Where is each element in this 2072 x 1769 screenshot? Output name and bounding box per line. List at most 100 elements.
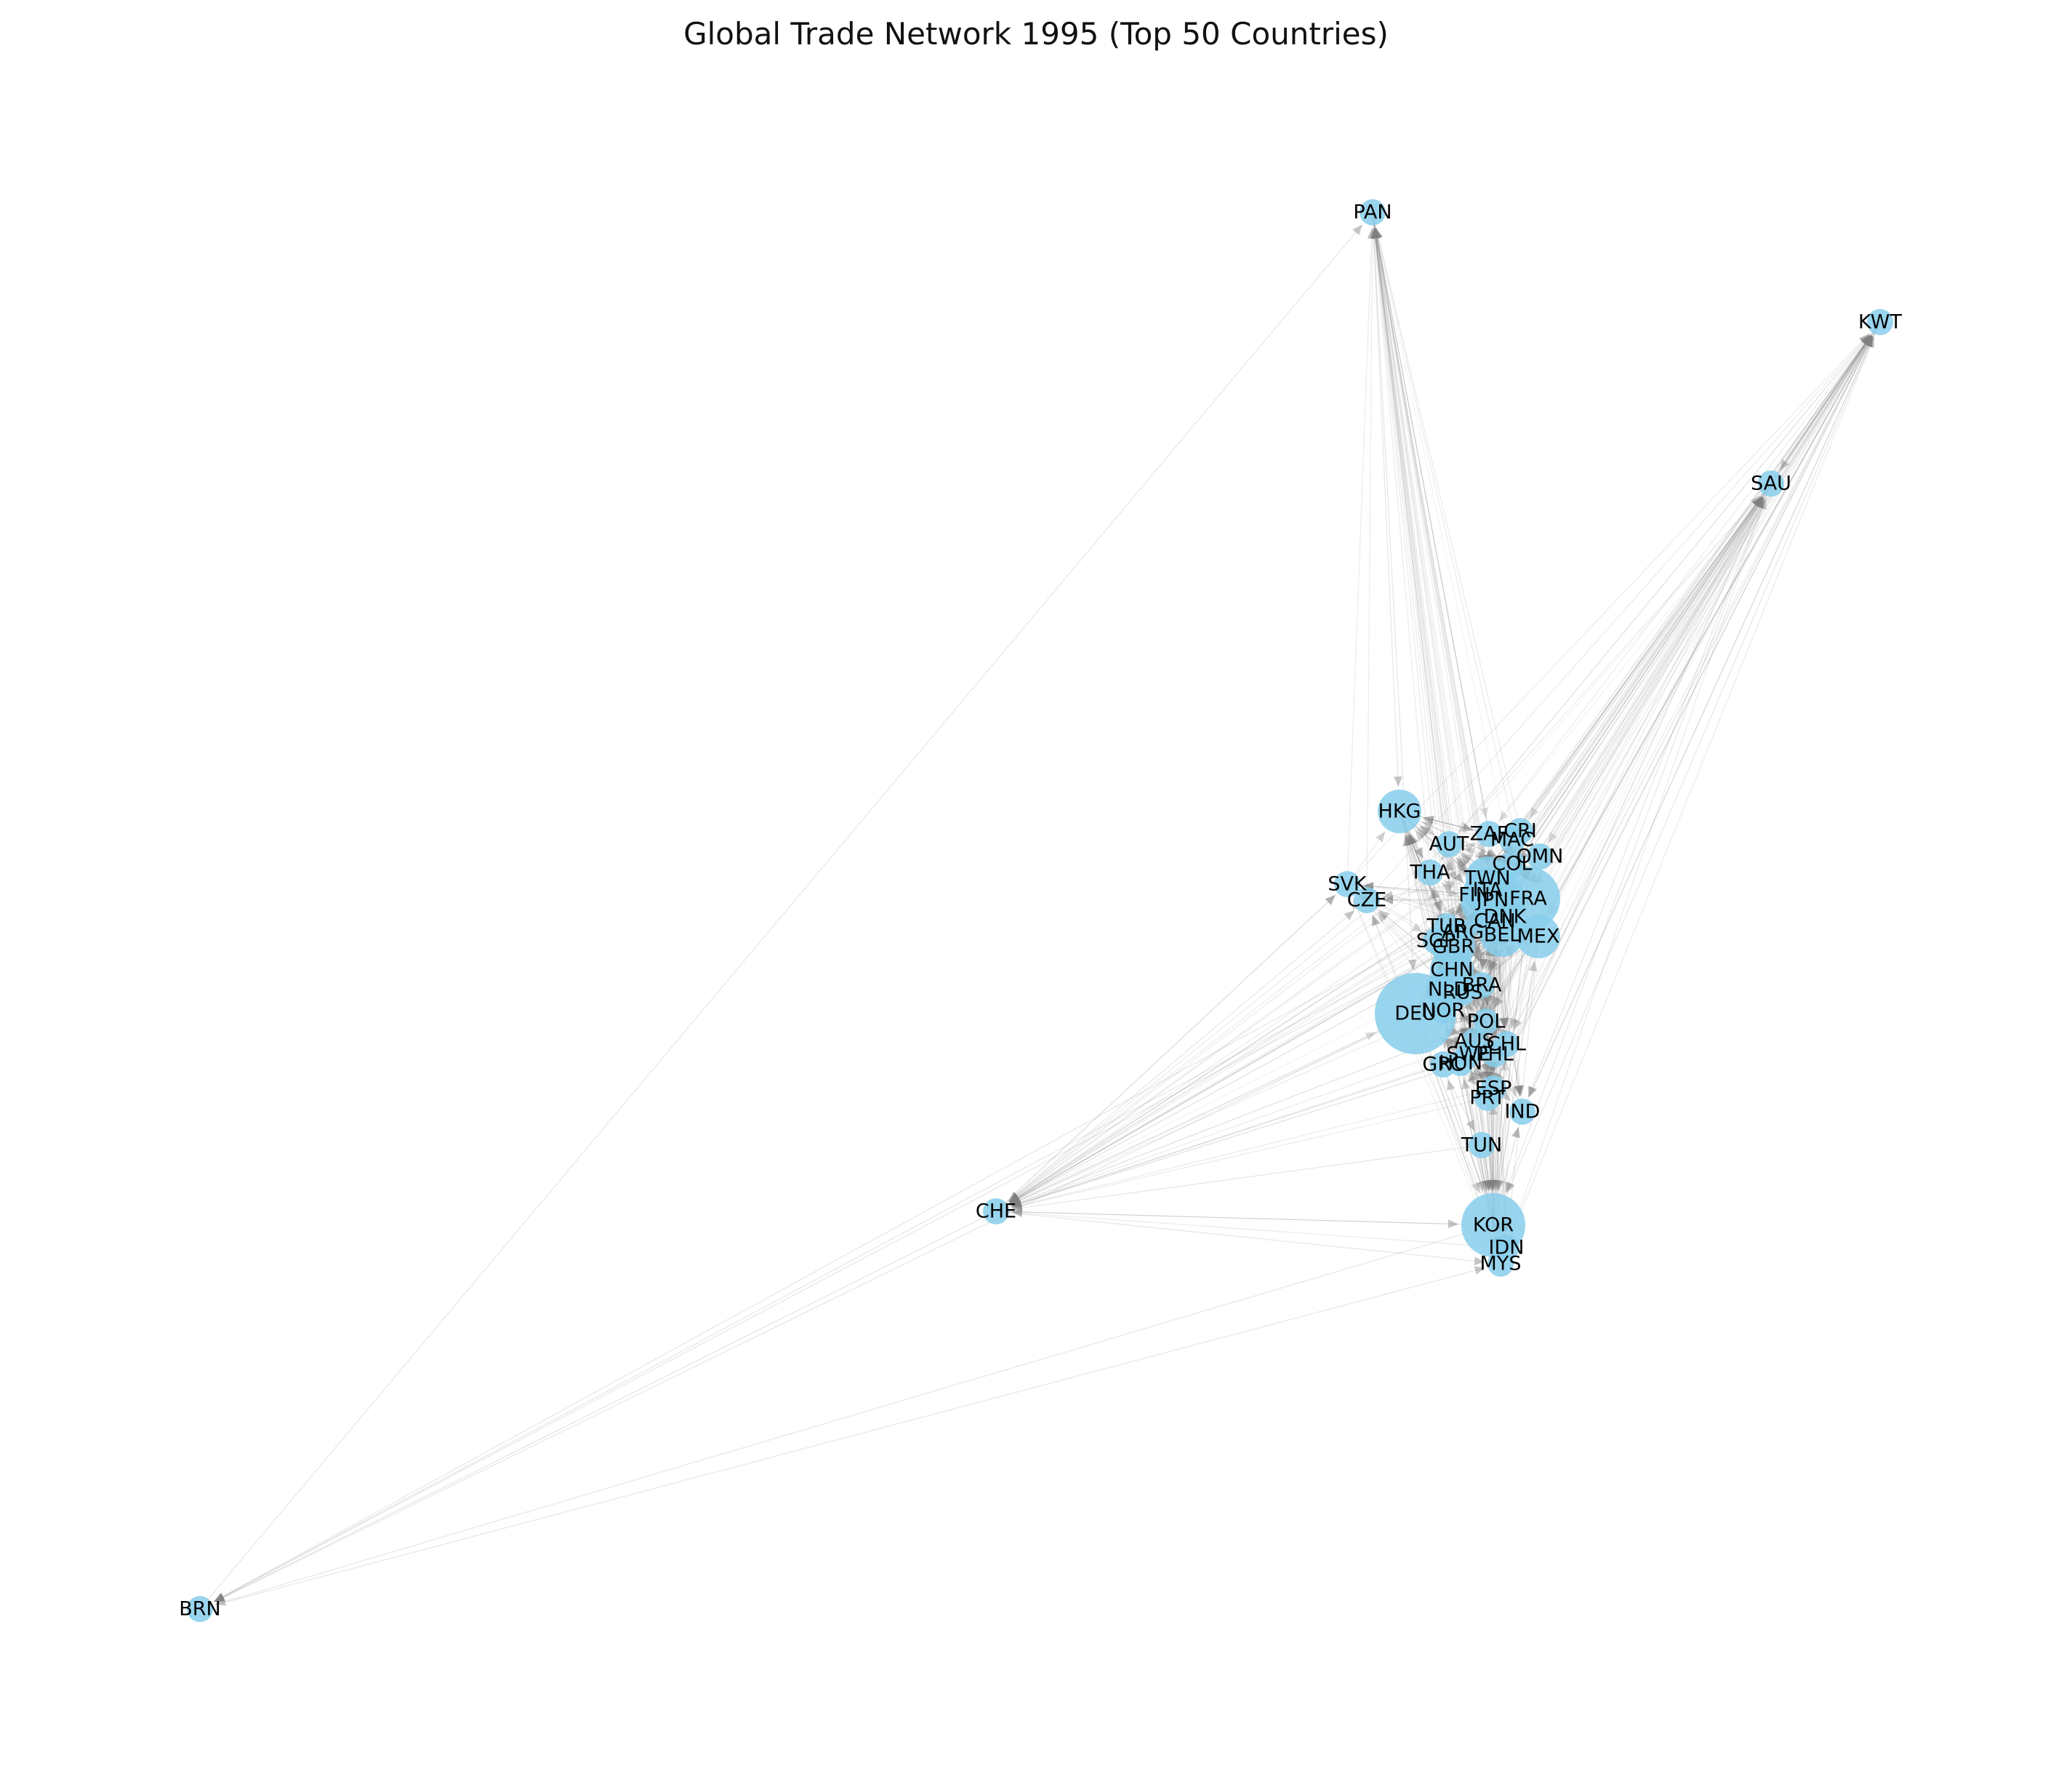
arrowhead-HKG-FIN xyxy=(1453,873,1464,883)
edge-CAN-CHE xyxy=(1009,920,1495,1204)
arrowhead-PAN-KOR xyxy=(1483,1179,1493,1191)
arrowhead-ITA-KWT xyxy=(1861,335,1871,347)
arrowhead-FIN-KOR xyxy=(1486,1179,1495,1191)
edge-PAN-IDN xyxy=(1372,212,1505,1232)
edge-PAN-POL xyxy=(1372,212,1485,1006)
arrowhead-DEU-POL xyxy=(1459,1014,1471,1023)
arrowhead-NLD-POL xyxy=(1463,1001,1474,1011)
arrowhead-HKG-COL xyxy=(1486,849,1498,857)
node-label-swe: SWE xyxy=(1447,1043,1491,1066)
arrowhead-TUN-CHE xyxy=(1011,1203,1023,1213)
node-label-jpn: JPN xyxy=(1475,889,1509,912)
arrowhead-NLD-BEL xyxy=(1474,952,1485,963)
edge-JPN-PAN xyxy=(1375,228,1493,901)
edge-PRT-CHE xyxy=(1011,1097,1488,1208)
arrowhead-GBR-KWT xyxy=(1861,335,1871,347)
arrowhead-MEX-CHL xyxy=(1509,1017,1519,1029)
edge-GRC-KOR xyxy=(1442,1064,1484,1192)
arrowhead-JPN-AUT xyxy=(1458,857,1469,868)
edge-CAN-IDN xyxy=(1494,920,1506,1232)
edge-COL-KWT xyxy=(1511,334,1872,865)
arrowhead-TWN-AUT xyxy=(1461,854,1471,865)
arrowhead-IND-PAN xyxy=(1372,228,1381,239)
edge-PAN-DNK xyxy=(1372,212,1503,902)
arrowhead-DNK-PAN xyxy=(1373,228,1382,239)
arrowhead-CAN-SAU xyxy=(1753,497,1763,508)
arrowhead-MAC-HKG xyxy=(1423,815,1435,825)
edge-BRA-PAN xyxy=(1374,228,1482,986)
arrowhead-AUT-KOR xyxy=(1483,1179,1493,1191)
arrowhead-TWN-CZE xyxy=(1382,891,1394,900)
node-pol xyxy=(1473,1008,1499,1035)
edge-SAU-SGP xyxy=(1445,483,1772,928)
node-label-mac: MAC xyxy=(1490,829,1534,851)
arrowhead-PRT-HKG xyxy=(1405,835,1414,846)
edge-DNK-KWT xyxy=(1504,335,1872,918)
edge-CHL-CAN xyxy=(1496,945,1507,1045)
arrowhead-GRC-BRA xyxy=(1466,999,1475,1011)
arrowhead-HKG-TUR xyxy=(1432,900,1441,912)
arrowhead-FIN-PAN xyxy=(1372,228,1381,239)
node-label-kor: KOR xyxy=(1473,1214,1514,1237)
arrowhead-SAU-OMN xyxy=(1548,832,1558,843)
arrowhead-IDN-CHE xyxy=(1011,1208,1023,1218)
arrowhead-PRT-CHE xyxy=(1011,1201,1023,1210)
arrowhead-IDN-KWT xyxy=(1866,337,1875,348)
edge-CHE-MYS xyxy=(995,1211,1485,1263)
edge-CZE-KWT xyxy=(1366,334,1870,901)
arrowhead-ITA-CHL xyxy=(1498,1017,1508,1029)
arrowhead-SGP-HUN xyxy=(1450,1036,1460,1048)
arrowhead-JPN-GRC xyxy=(1446,1038,1455,1049)
edge-AUT-KWT xyxy=(1448,334,1871,845)
node-cze xyxy=(1354,887,1380,913)
arrowhead-CAN-CHL xyxy=(1499,1017,1509,1029)
edge-COL-CHE xyxy=(1008,863,1513,1203)
arrowhead-JPN-CZE xyxy=(1383,896,1393,904)
arrowhead-FRA-BRA xyxy=(1489,960,1498,971)
node-label-arg: ARG xyxy=(1442,921,1484,944)
edge-AUT-SAU xyxy=(1448,495,1761,845)
arrowhead-FRA-BRN xyxy=(214,1592,225,1602)
arrowhead-NLD-PAN xyxy=(1370,228,1380,239)
node-label-sau: SAU xyxy=(1751,473,1791,495)
arrowhead-JPN-CHL xyxy=(1499,1017,1509,1029)
edge-NOR-KOR xyxy=(1442,1010,1486,1192)
edge-CHE-SVK xyxy=(995,894,1336,1212)
arrowhead-ZAF-CHE xyxy=(1008,1192,1020,1202)
edge-SGP-CHE xyxy=(1009,940,1437,1203)
arrowhead-CHE-POL xyxy=(1460,1027,1471,1035)
arrowhead-CHE-CZE xyxy=(1344,910,1355,920)
arrowhead-AUT-KWT xyxy=(1860,334,1870,345)
arrowhead-SGP-PAN xyxy=(1370,228,1380,239)
arrowhead-KOR-CHL xyxy=(1500,1059,1509,1071)
arrowhead-JPN-BRN xyxy=(214,1592,225,1602)
arrowhead-KWT-POL xyxy=(1493,996,1503,1008)
node-omn xyxy=(1527,843,1553,870)
edge-SVK-FIN xyxy=(1346,883,1459,894)
arrowhead-AUS-PAN xyxy=(1371,228,1381,239)
arrowhead-BEL-CHN xyxy=(1471,946,1483,956)
arrowhead-TWN-SAU xyxy=(1752,496,1762,508)
node-label-bel: BEL xyxy=(1484,924,1521,947)
arrowhead-CHN-THA xyxy=(1431,888,1440,899)
node-label-pan: PAN xyxy=(1353,201,1392,224)
arrowhead-JPN-KOR xyxy=(1488,1179,1498,1191)
edge-RUS-PAN xyxy=(1373,228,1463,993)
edge-KWT-BEL xyxy=(1514,321,1881,915)
arrowhead-ITA-IND xyxy=(1514,1085,1523,1096)
arrowhead-GBR-CHE xyxy=(1010,1194,1021,1203)
arrowhead-TWN-KOR xyxy=(1487,1179,1497,1191)
edge-SAU-KOR xyxy=(1505,483,1772,1193)
arrowhead-COL-AUT xyxy=(1464,847,1476,857)
edge-PAN-ZAF xyxy=(1372,212,1487,819)
edge-TUR-PAN xyxy=(1373,228,1447,927)
arrowhead-BEL-IND xyxy=(1514,1085,1524,1096)
edge-CRI-CHE xyxy=(1008,830,1521,1203)
arrowhead-FRA-POL xyxy=(1490,995,1499,1007)
edge-SAU-KWT xyxy=(1770,334,1872,484)
arrowhead-PRT-SAU xyxy=(1756,497,1764,510)
edge-SAU-JPN xyxy=(1511,483,1772,872)
arrowhead-HKG-IND xyxy=(1508,1086,1517,1097)
arrowhead-MEX-THA xyxy=(1443,881,1455,890)
arrowhead-DEU-PRT xyxy=(1467,1075,1477,1086)
